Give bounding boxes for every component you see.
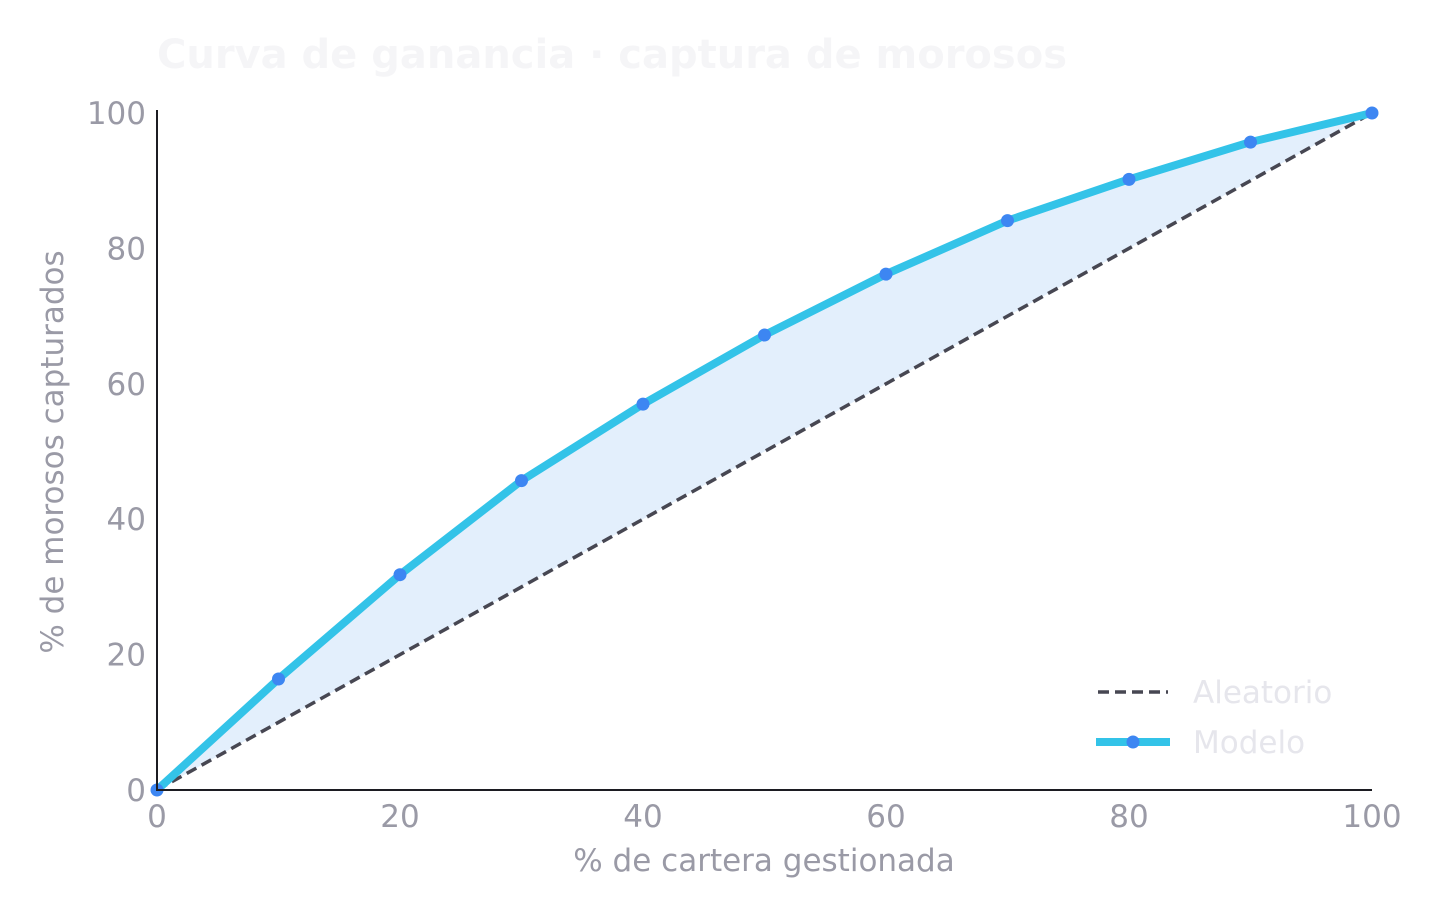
y-tick-label: 0 [126, 773, 146, 809]
data-point-modelo [636, 397, 650, 411]
legend-label-modelo: Modelo [1193, 725, 1305, 761]
x-tick-label: 80 [1109, 799, 1148, 835]
data-point-modelo [393, 568, 407, 582]
data-point-modelo [1122, 172, 1136, 186]
chart-title: Curva de ganancia · captura de morosos [157, 32, 1067, 78]
legend-marker-modelo [1126, 735, 1140, 749]
y-tick-label: 20 [107, 638, 146, 674]
y-tick-label: 60 [107, 367, 146, 403]
x-tick-label: 0 [147, 799, 167, 835]
data-point-modelo [1244, 135, 1257, 149]
legend-label-aleatorio: Aleatorio [1193, 675, 1332, 711]
data-point-modelo [879, 267, 893, 281]
plot-area [150, 106, 1379, 797]
data-point-modelo [1001, 214, 1014, 228]
x-axis-title: % de cartera gestionada [573, 843, 954, 879]
y-tick-labels: 0 20 40 60 80 100 [87, 96, 146, 809]
y-tick-label: 80 [107, 231, 146, 267]
x-tick-label: 40 [623, 799, 662, 835]
x-tick-label: 20 [380, 799, 419, 835]
legend: Aleatorio Modelo [1096, 675, 1332, 761]
series-line-aleatorio [156, 111, 1373, 792]
data-point-modelo [758, 328, 771, 342]
y-tick-label: 100 [87, 96, 146, 132]
x-tick-label: 100 [1342, 799, 1401, 835]
data-point-modelo [272, 672, 285, 686]
data-point-modelo [1365, 106, 1379, 120]
data-point-modelo [515, 474, 528, 488]
y-axis-title: % de morosos capturados [35, 250, 71, 653]
y-tick-label: 40 [107, 502, 146, 538]
x-tick-label: 60 [866, 799, 905, 835]
x-tick-labels: 0 20 40 60 80 100 [147, 799, 1401, 835]
